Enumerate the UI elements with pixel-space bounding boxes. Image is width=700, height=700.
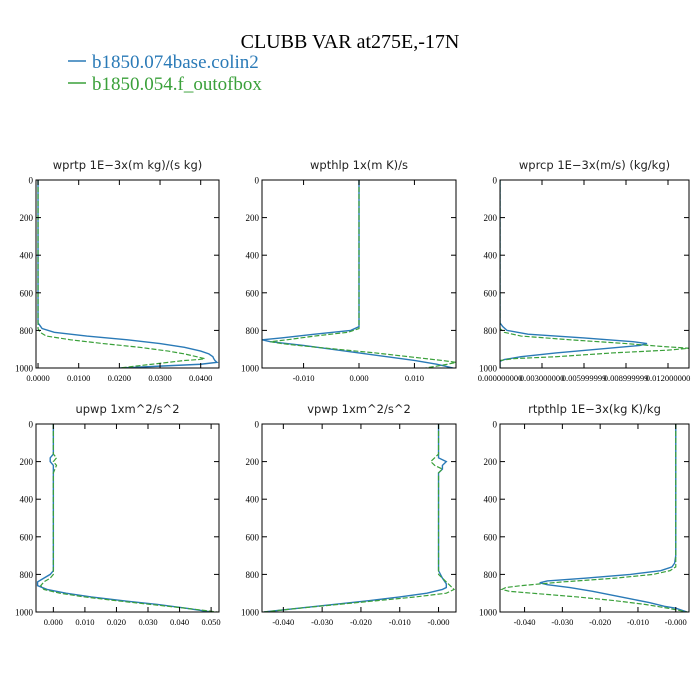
y-tick-label: 400 bbox=[246, 251, 260, 261]
chart-panel-6: rtpthlp 1E−3x(kg K)/kg 0 200 400 600 800 1000 -… bbox=[479, 402, 690, 627]
x-tick-label: -0.010 bbox=[627, 617, 649, 627]
x-tick-label: -0.000 bbox=[665, 617, 687, 627]
y-tick-label: 0 bbox=[493, 420, 498, 430]
y-tick-label: 600 bbox=[246, 288, 260, 298]
x-tick-label: -0.010 bbox=[389, 617, 411, 627]
y-tick-label: 0 bbox=[493, 176, 498, 186]
x-tick-label: 0.0200 bbox=[108, 373, 131, 383]
y-tick-label: 200 bbox=[484, 213, 498, 223]
y-tick-label: 200 bbox=[246, 457, 260, 467]
x-tick-label: 0.000 bbox=[349, 373, 368, 383]
series-line-1 bbox=[37, 180, 219, 368]
y-tick-label: 200 bbox=[20, 213, 34, 223]
chart-panel-1: wprtp 1E−3x(m kg)/(s kg) 0 200 400 600 800 100… bbox=[15, 158, 220, 383]
chart-panel-4: upwp 1xm^2/s^2 0 200 400 600 800 1000 0.000 0.01… bbox=[15, 402, 221, 627]
series-line-1 bbox=[500, 180, 648, 368]
panel-frame bbox=[35, 423, 220, 613]
x-tick-label: 0.003000000 bbox=[520, 373, 565, 383]
x-tick-label: -0.030 bbox=[311, 617, 333, 627]
y-tick-label: 400 bbox=[20, 495, 34, 505]
y-tick-label: 0 bbox=[255, 176, 260, 186]
y-tick-label: 1000 bbox=[479, 608, 498, 618]
panel-title: vpwp 1xm^2/s^2 bbox=[307, 402, 411, 416]
y-tick-label: 600 bbox=[484, 532, 498, 542]
series-line-2 bbox=[39, 424, 218, 612]
x-tick-label: -0.020 bbox=[589, 617, 611, 627]
legend-label-series-2: b1850.054.f_outofbox bbox=[92, 74, 262, 95]
series-line-2 bbox=[270, 180, 456, 368]
panel-title: upwp 1xm^2/s^2 bbox=[75, 402, 179, 416]
x-tick-label: -0.040 bbox=[514, 617, 536, 627]
chart-panel-5: vpwp 1xm^2/s^2 0 200 400 600 800 1000 -0.040 -0.… bbox=[241, 402, 457, 627]
series-line-1 bbox=[263, 424, 448, 612]
x-tick-label: -0.040 bbox=[272, 617, 294, 627]
x-tick-label: 0.040 bbox=[170, 617, 189, 627]
y-tick-label: 400 bbox=[484, 495, 498, 505]
y-tick-label: 200 bbox=[20, 457, 34, 467]
y-tick-label: 200 bbox=[246, 213, 260, 223]
series-line-2 bbox=[263, 424, 456, 612]
y-tick-label: 800 bbox=[484, 570, 498, 580]
series-line-2 bbox=[500, 180, 689, 368]
x-tick-label: 0.020 bbox=[107, 617, 126, 627]
panel-title: wprcp 1E−3x(m/s) (kg/kg) bbox=[519, 158, 670, 172]
x-tick-label: 0.000 bbox=[44, 617, 63, 627]
panel-frame bbox=[499, 179, 690, 369]
series-line-2 bbox=[500, 424, 688, 612]
y-tick-label: 600 bbox=[20, 532, 34, 542]
y-tick-label: 1000 bbox=[15, 608, 34, 618]
y-tick-label: 0 bbox=[29, 420, 34, 430]
y-tick-label: 600 bbox=[484, 288, 498, 298]
x-tick-label: 0.010 bbox=[75, 617, 94, 627]
y-tick-label: 800 bbox=[20, 326, 34, 336]
figure-legend: b1850.074base.colin2 b1850.054.f_outofbo… bbox=[68, 52, 262, 95]
x-tick-label: -0.010 bbox=[293, 373, 315, 383]
x-tick-label: 0.0400 bbox=[189, 373, 212, 383]
panel-title: wpthlp 1x(m K)/s bbox=[310, 158, 408, 172]
y-tick-label: 800 bbox=[246, 326, 260, 336]
x-tick-label: 0.010 bbox=[405, 373, 424, 383]
y-tick-label: 1000 bbox=[479, 364, 498, 374]
x-tick-label: 0.000000000 bbox=[478, 373, 523, 383]
y-tick-label: 0 bbox=[29, 176, 34, 186]
x-tick-label: 0.0100 bbox=[67, 373, 90, 383]
y-tick-label: 400 bbox=[246, 495, 260, 505]
y-tick-label: 400 bbox=[20, 251, 34, 261]
chart-panels: wprtp 1E−3x(m kg)/(s kg) 0 200 400 600 800 100… bbox=[15, 158, 690, 627]
panel-title: rtpthlp 1E−3x(kg K)/kg bbox=[528, 402, 661, 416]
series-line-1 bbox=[36, 424, 212, 612]
y-tick-label: 1000 bbox=[15, 364, 34, 374]
x-tick-label: 0.012000000 bbox=[646, 373, 691, 383]
y-tick-label: 200 bbox=[484, 457, 498, 467]
y-tick-label: 400 bbox=[484, 251, 498, 261]
y-tick-label: 1000 bbox=[241, 364, 260, 374]
series-line-1 bbox=[539, 424, 688, 612]
chart-panel-3: wprcp 1E−3x(m/s) (kg/kg) 0 200 400 600 800 100… bbox=[478, 158, 691, 383]
panel-frame bbox=[261, 423, 457, 613]
x-tick-label: -0.000 bbox=[428, 617, 450, 627]
legend-label-series-1: b1850.074base.colin2 bbox=[92, 52, 259, 73]
panel-frame bbox=[35, 179, 220, 369]
y-tick-label: 600 bbox=[20, 288, 34, 298]
y-tick-label: 800 bbox=[246, 570, 260, 580]
y-tick-label: 1000 bbox=[241, 608, 260, 618]
x-tick-label: 0.030 bbox=[138, 617, 157, 627]
panel-title: wprtp 1E−3x(m kg)/(s kg) bbox=[53, 158, 202, 172]
chart-panel-2: wpthlp 1x(m K)/s 0 200 400 600 800 1000 -0.010 0… bbox=[241, 158, 457, 383]
panel-frame bbox=[499, 423, 690, 613]
x-tick-label: 0.050 bbox=[202, 617, 221, 627]
y-tick-label: 800 bbox=[484, 326, 498, 336]
figure-title: CLUBB VAR at275E,-17N bbox=[241, 31, 460, 53]
x-tick-label: 0.008999999 bbox=[604, 373, 649, 383]
x-tick-label: -0.030 bbox=[551, 617, 573, 627]
y-tick-label: 0 bbox=[255, 420, 260, 430]
x-tick-label: 0.0000 bbox=[26, 373, 49, 383]
x-tick-label: 0.005999999 bbox=[562, 373, 607, 383]
x-tick-label: 0.0300 bbox=[148, 373, 171, 383]
series-line-2 bbox=[37, 180, 205, 368]
y-tick-label: 600 bbox=[246, 532, 260, 542]
y-tick-label: 800 bbox=[20, 570, 34, 580]
x-tick-label: -0.020 bbox=[350, 617, 372, 627]
